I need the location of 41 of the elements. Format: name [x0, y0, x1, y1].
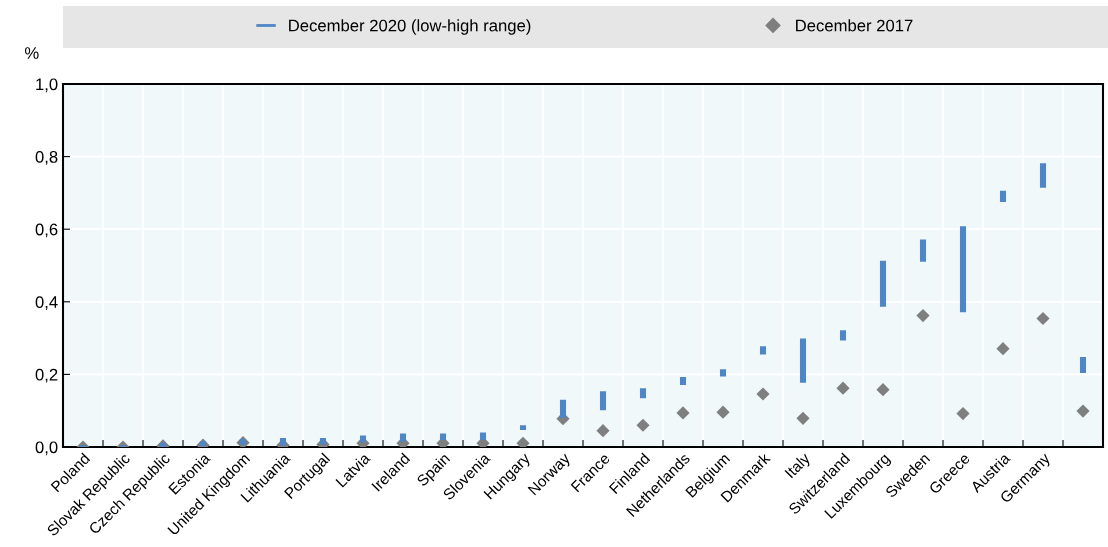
bar [519, 425, 527, 430]
bar [799, 338, 807, 383]
bar [639, 388, 647, 399]
bar [1079, 357, 1087, 373]
bar [1039, 163, 1047, 188]
bar [479, 432, 487, 441]
y-axis-title: % [24, 47, 39, 59]
bar [919, 239, 927, 262]
point [716, 405, 730, 419]
bar [879, 260, 887, 307]
bar [559, 399, 567, 418]
bar [399, 433, 407, 442]
point [516, 436, 530, 447]
y-tick-label: 0,8 [35, 151, 58, 165]
legend-label: December 2017 [796, 19, 913, 32]
point [996, 342, 1010, 356]
point [636, 418, 650, 432]
point [676, 406, 690, 420]
bar [599, 391, 607, 411]
bar [719, 369, 727, 377]
point [596, 424, 610, 438]
legend-label: December 2020 (low-high range) [289, 19, 531, 35]
bar [959, 226, 967, 313]
y-tick-label: 0,4 [35, 296, 58, 310]
bar [999, 190, 1007, 202]
point [876, 383, 890, 397]
point [916, 309, 930, 323]
point [796, 411, 810, 425]
point [1036, 311, 1050, 326]
point [1076, 404, 1090, 418]
bar [679, 376, 687, 385]
bar [359, 435, 367, 443]
bar [839, 330, 847, 341]
point [756, 387, 770, 401]
bar [439, 433, 447, 441]
y-tick-label: 0,2 [35, 368, 58, 383]
y-tick-label: 0,6 [35, 223, 58, 238]
point [956, 407, 970, 421]
bar [759, 346, 767, 355]
y-tick-label: 1,0 [36, 78, 58, 93]
point [836, 381, 850, 395]
